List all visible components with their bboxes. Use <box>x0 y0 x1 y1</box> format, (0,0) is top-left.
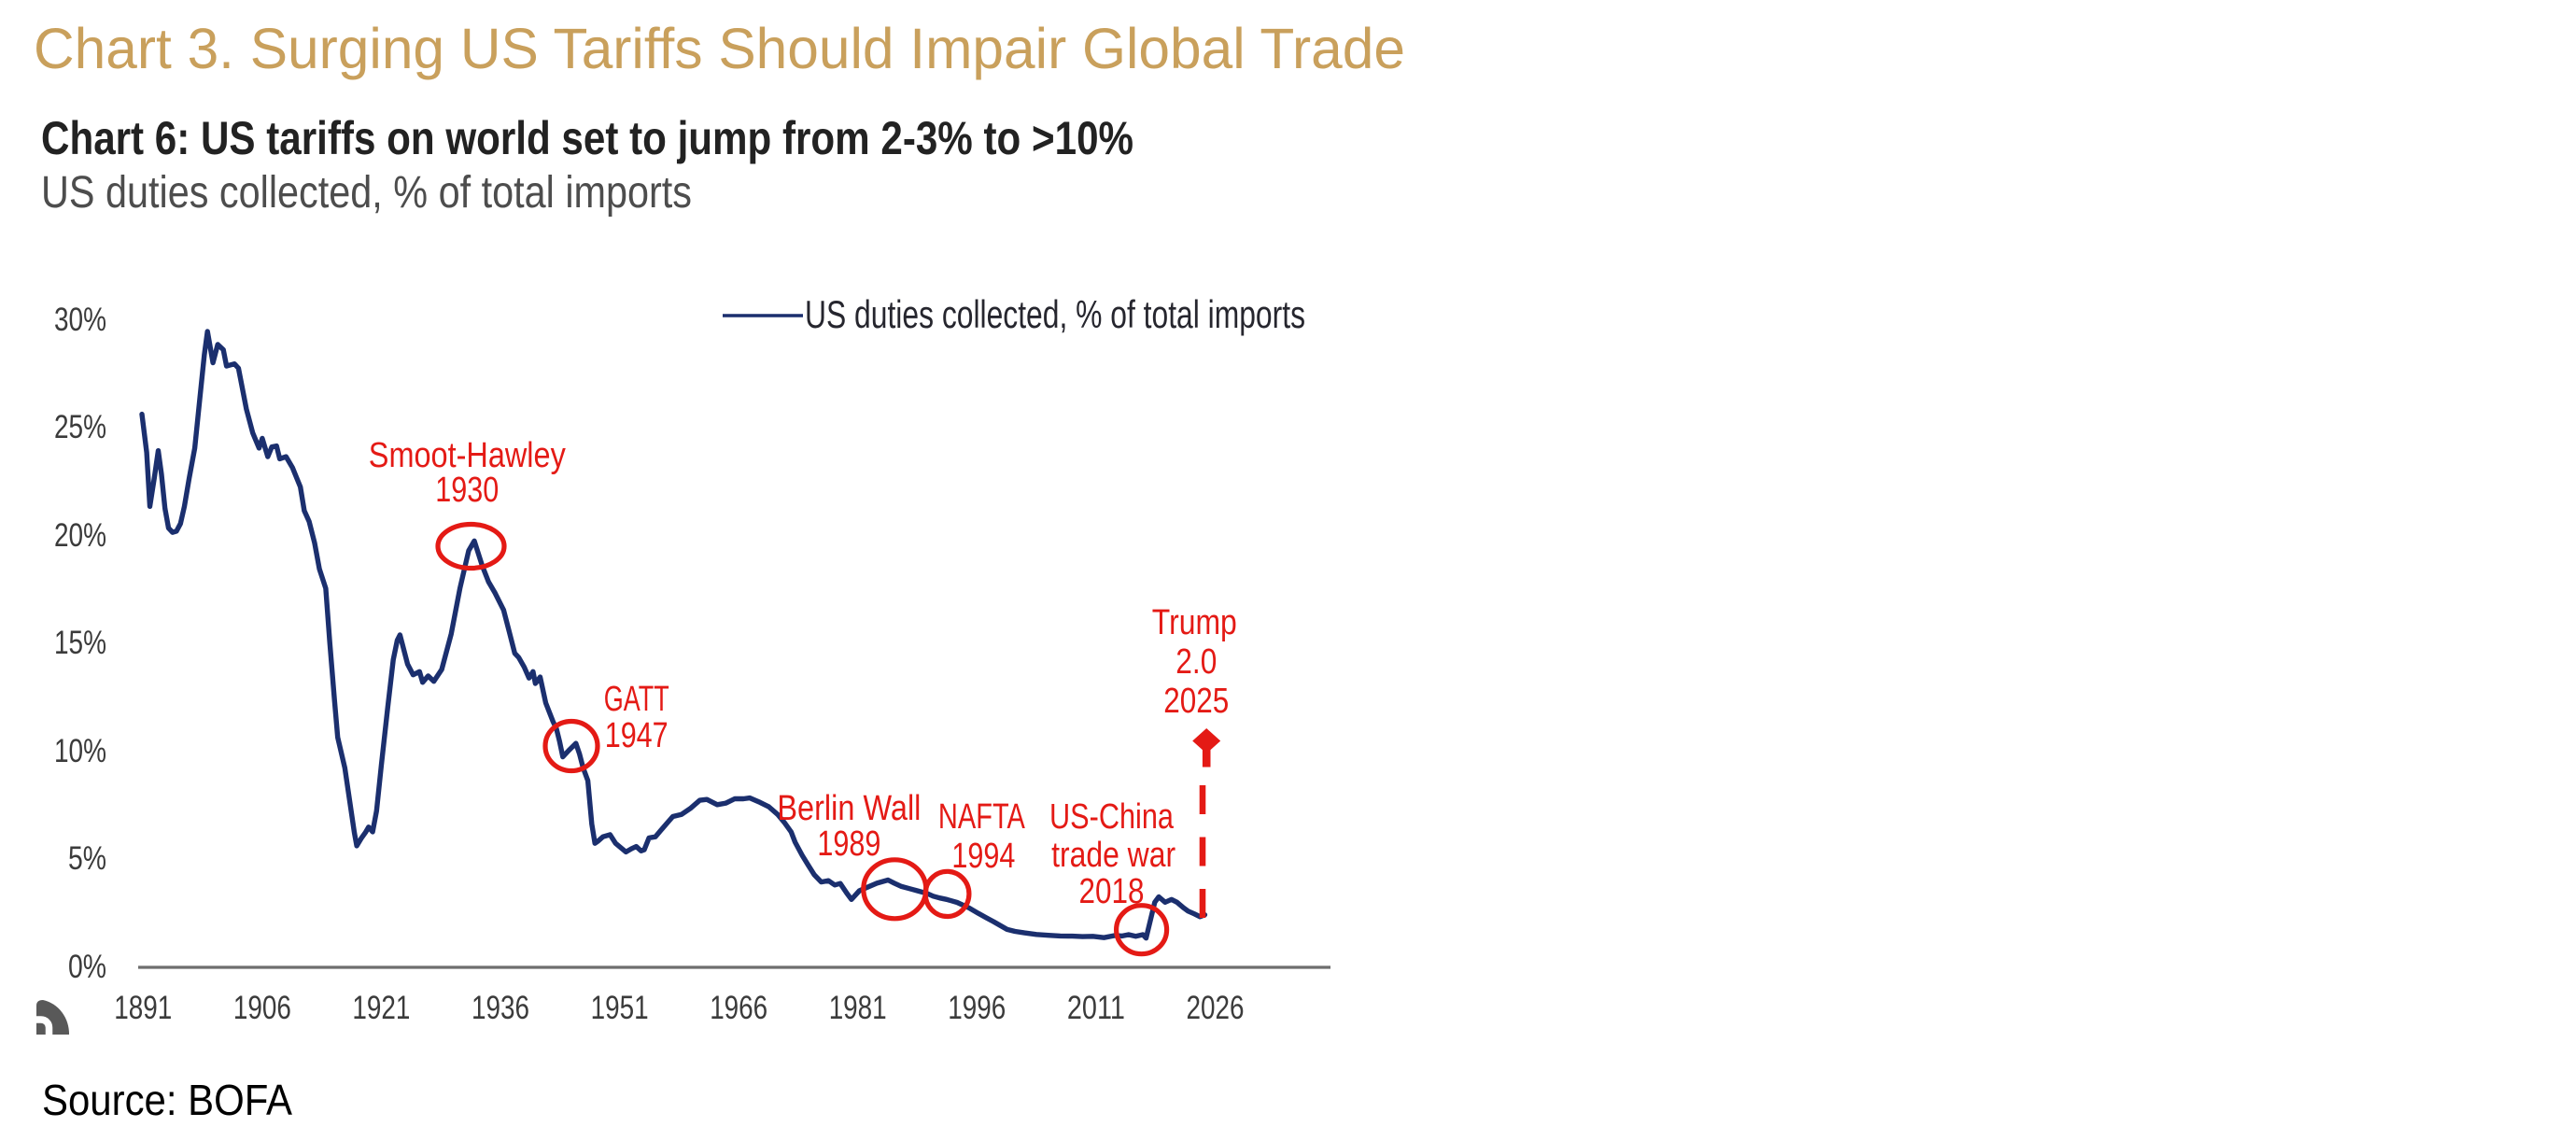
svg-text:1981: 1981 <box>829 990 887 1026</box>
svg-text:Trump: Trump <box>1152 603 1237 642</box>
svg-text:Source: BOFA: Source: BOFA <box>42 1076 292 1124</box>
svg-text:2.0: 2.0 <box>1175 642 1217 682</box>
svg-text:25%: 25% <box>54 409 106 445</box>
svg-text:1947: 1947 <box>605 716 669 755</box>
svg-text:US duties collected, % of tota: US duties collected, % of total imports <box>805 292 1305 336</box>
svg-text:2011: 2011 <box>1067 990 1125 1026</box>
svg-text:US-China: US-China <box>1049 797 1175 837</box>
svg-text:2025: 2025 <box>1163 682 1229 721</box>
svg-text:1906: 1906 <box>233 990 291 1026</box>
svg-text:1891: 1891 <box>114 990 172 1026</box>
svg-text:GATT: GATT <box>604 680 669 719</box>
svg-text:1996: 1996 <box>948 990 1006 1026</box>
svg-text:Chart 6: US tariffs on world s: Chart 6: US tariffs on world set to jump… <box>41 112 1133 164</box>
svg-text:5%: 5% <box>68 840 106 877</box>
svg-text:Chart 3. Surging US Tariffs Sh: Chart 3. Surging US Tariffs Should Impai… <box>34 17 1405 80</box>
svg-text:2026: 2026 <box>1187 990 1245 1026</box>
svg-text:1930: 1930 <box>435 471 499 510</box>
svg-text:US duties collected, % of tota: US duties collected, % of total imports <box>41 168 692 218</box>
svg-text:1951: 1951 <box>591 990 649 1026</box>
svg-text:1989: 1989 <box>817 824 880 864</box>
svg-text:Berlin Wall: Berlin Wall <box>777 789 921 828</box>
svg-text:30%: 30% <box>54 302 106 338</box>
svg-text:2018: 2018 <box>1079 872 1145 911</box>
svg-text:10%: 10% <box>54 733 106 769</box>
svg-text:trade war: trade war <box>1051 836 1175 875</box>
svg-text:1994: 1994 <box>951 837 1015 876</box>
svg-text:Smoot-Hawley: Smoot-Hawley <box>369 436 566 475</box>
svg-text:1966: 1966 <box>710 990 767 1026</box>
svg-text:0%: 0% <box>68 949 106 985</box>
svg-text:NAFTA: NAFTA <box>938 797 1025 837</box>
svg-text:1936: 1936 <box>472 990 529 1026</box>
svg-text:20%: 20% <box>54 517 106 554</box>
svg-text:15%: 15% <box>54 625 106 661</box>
svg-text:1921: 1921 <box>352 990 410 1026</box>
